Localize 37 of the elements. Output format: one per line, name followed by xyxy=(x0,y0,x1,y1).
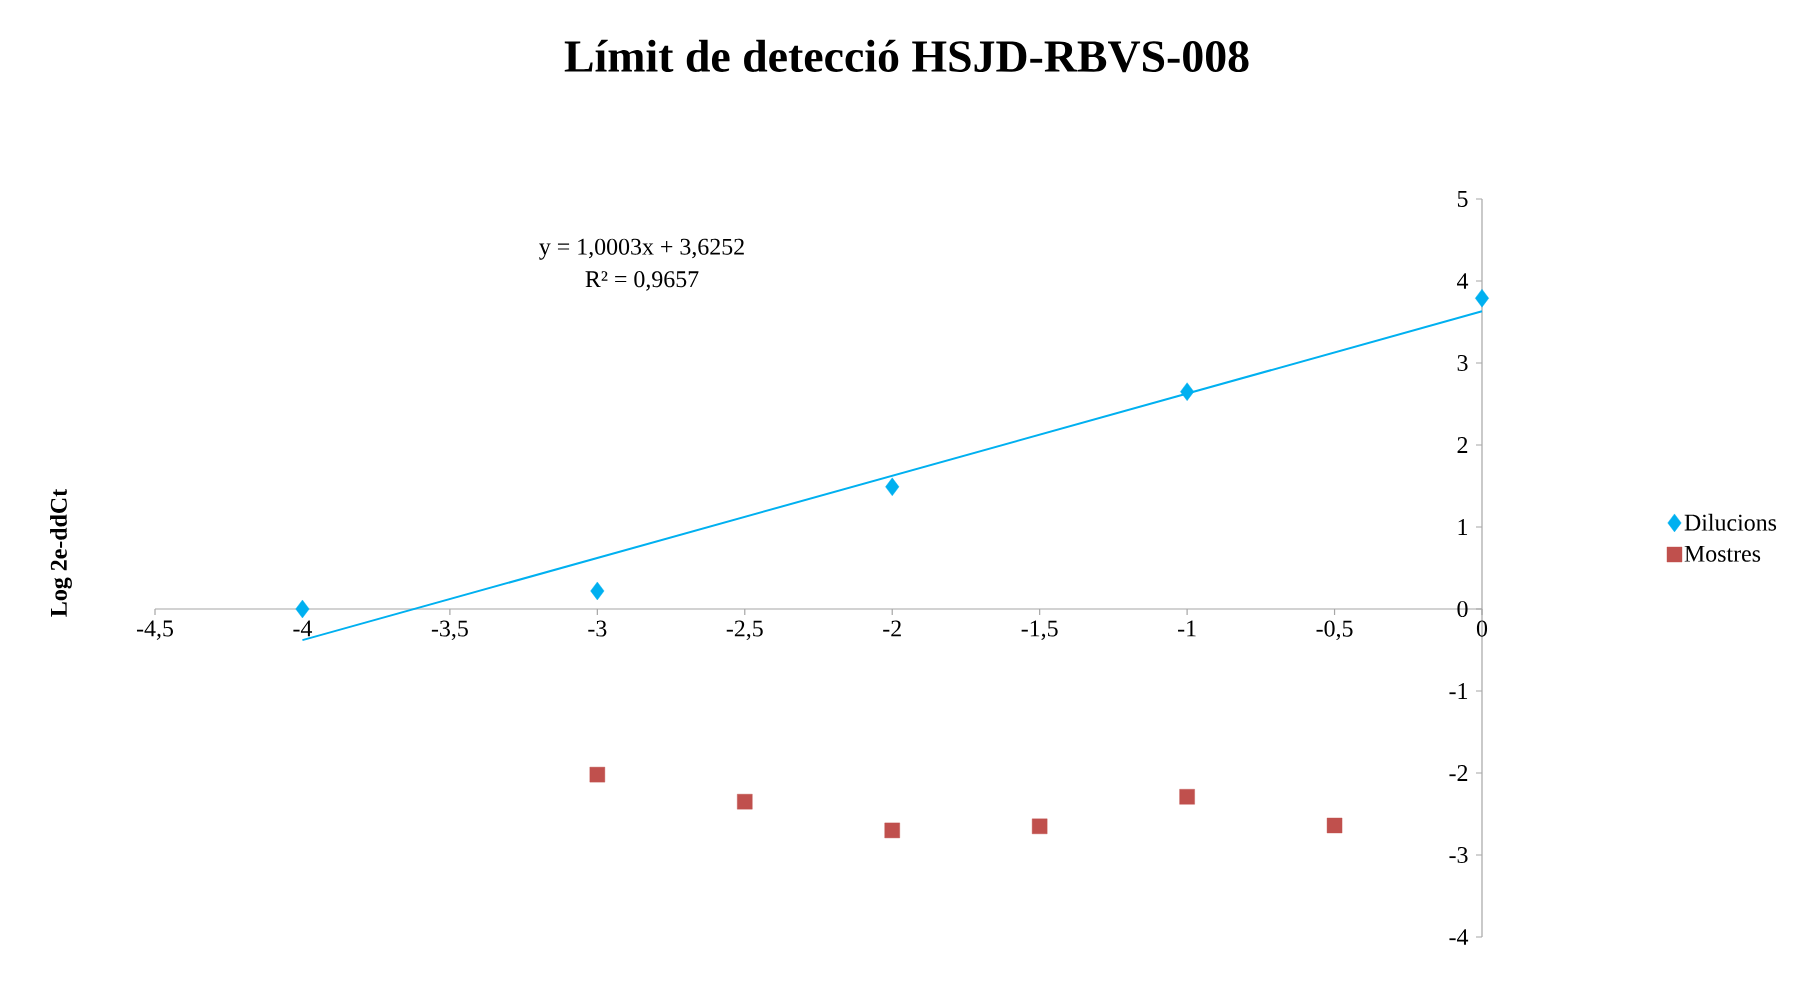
annotation: R² = 0,9657 xyxy=(585,271,699,291)
chart-title: Límit de detecció HSJD-RBVS-008 xyxy=(564,39,1249,73)
x-tick-label: -2,5 xyxy=(726,620,763,641)
x-tick-label: 0 xyxy=(1476,620,1488,637)
y-tick-label: -3 xyxy=(1449,846,1468,864)
x-tick-label: -4,5 xyxy=(136,620,173,640)
point xyxy=(1475,289,1489,308)
point xyxy=(1031,818,1048,834)
y-tick-label: 5 xyxy=(1457,191,1468,207)
x-tick-label: -1 xyxy=(1178,620,1196,637)
x-tick-label: -4 xyxy=(293,620,313,637)
y-tick-label: 3 xyxy=(1457,354,1468,372)
x-tick-label: -3,5 xyxy=(431,620,468,641)
y-tick-label: -1 xyxy=(1449,683,1468,699)
point xyxy=(295,599,310,619)
point xyxy=(884,822,900,839)
point xyxy=(885,477,900,497)
point xyxy=(737,794,753,810)
y-axis-title: Log 2e-ddCt xyxy=(50,489,72,617)
y-tick-label: 1 xyxy=(1458,519,1468,535)
y-tick-label: 4 xyxy=(1456,273,1469,289)
y-tick-label: -4 xyxy=(1449,929,1469,945)
y-tick-label: 2 xyxy=(1457,437,1468,453)
point xyxy=(1180,382,1195,401)
x-tick-label: -3 xyxy=(588,620,607,637)
point xyxy=(1326,817,1343,834)
y-tick-label: 0 xyxy=(1457,600,1468,618)
point xyxy=(590,581,605,601)
x-tick-label: -0,5 xyxy=(1316,620,1353,641)
legend-label: Dilucions xyxy=(1684,513,1777,531)
point xyxy=(1179,789,1195,805)
y-tick-label: -2 xyxy=(1449,765,1468,781)
point xyxy=(589,766,606,783)
x-tick-label: -1,5 xyxy=(1021,620,1058,640)
annotation: y = 1,0003x + 3,6252 xyxy=(539,238,744,260)
x-tick-label: -2 xyxy=(883,620,901,637)
legend-label: Mostres xyxy=(1684,545,1761,562)
